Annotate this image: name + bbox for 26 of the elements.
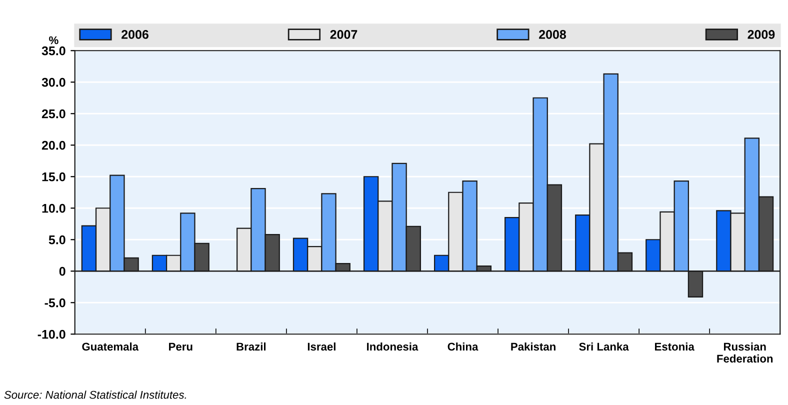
y-tick-label: 30.0 [42,78,66,87]
x-tick-label: China [448,342,478,351]
x-tick-label: Israel [308,342,336,351]
x-tick-label: Pakistan [511,342,556,351]
y-tick-label: 0 [59,266,66,276]
source-note: Source: National Statistical Institutes. [4,390,186,399]
y-tick-label: -10.0 [38,330,66,339]
y-tick-label: 10.0 [42,204,66,213]
y-tick-label: 20.0 [42,140,66,150]
x-tick-label: Guatemala [82,342,139,351]
y-tick-label: 35.0 [42,46,66,56]
x-tick-label: Sri Lanka [579,342,629,351]
legend-label: 2006 [122,30,148,39]
y-tick-label: 15.0 [42,172,66,182]
y-tick-label: 25.0 [42,109,66,118]
y-tick-label: -5.0 [44,298,66,308]
x-tick-label: Brazil [236,342,266,351]
legend-label: 2009 [748,30,775,39]
x-tick-label: Russian Federation [717,342,773,363]
x-tick-label: Indonesia [367,342,418,351]
y-axis-title: % [49,36,58,44]
legend-label: 2008 [539,30,566,39]
x-tick-label: Estonia [655,342,694,351]
y-tick-label: 5.0 [48,235,66,244]
legend-label: 2007 [330,30,358,39]
x-tick-label: Peru [169,342,192,351]
